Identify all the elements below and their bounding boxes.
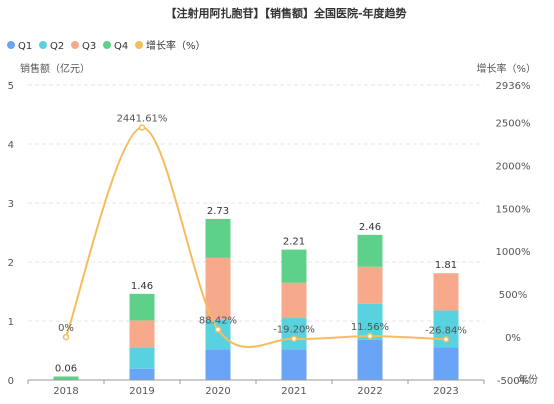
growth-rate-point: [62, 333, 70, 341]
y-right-tick-label: 2500%: [496, 118, 531, 129]
bars: 0.06 1.46 2.73 2.21 2.46 1.81: [53, 206, 459, 380]
x-tick-label: 2023: [433, 386, 458, 397]
growth-rate-point: [290, 335, 298, 342]
growth-rate-label: -26.84%: [425, 325, 467, 336]
legend-marker-q3[interactable]: [71, 41, 79, 49]
y-right-tick-label: 2936%: [496, 81, 531, 92]
growth-rate-label: 11.56%: [351, 322, 389, 333]
bar-segment-q4: [357, 234, 383, 267]
legend-marker-q1[interactable]: [7, 41, 15, 49]
legend-label-growth-rate[interactable]: 增长率（%）: [146, 39, 206, 52]
legend-label-q3[interactable]: Q3: [82, 41, 96, 52]
y-left-tick-label: 3: [8, 199, 14, 210]
bar-segment-q2: [129, 347, 155, 369]
y-left-tick-label: 2: [8, 258, 14, 269]
growth-rate-path: [65, 126, 447, 348]
x-axis: 2018 2019 2020 2021 2022 2023: [27, 379, 485, 397]
legend-marker-q4[interactable]: [103, 41, 111, 49]
legend[interactable]: Q1 Q2 Q3 Q4 增长率（%）: [7, 39, 206, 52]
chart-title: 【注射用阿扎胞苷】【销售额】全国医院-年度趋势: [165, 6, 406, 20]
bar-segment-q3: [433, 273, 459, 311]
x-tick-label: 2022: [357, 386, 382, 397]
x-axis-label: 年份: [518, 373, 538, 386]
bar-segment-q3: [129, 320, 155, 348]
grid-lines: [28, 84, 484, 322]
bar-segment-q3: [357, 266, 383, 304]
y-right-tick-label: 1500%: [496, 204, 531, 215]
y-right-tick-label: 500%: [499, 290, 528, 301]
bar-segment-q4: [205, 218, 231, 258]
growth-rate-point: [138, 124, 146, 131]
legend-marker-growth-rate[interactable]: [135, 41, 143, 49]
growth-rate-label: -19.20%: [273, 325, 315, 336]
bar-total-label: 2.46: [359, 222, 381, 233]
bar-total-label: 1.81: [435, 260, 457, 271]
bar-segment-q3: [281, 282, 307, 319]
y-left-tick-label: 1: [8, 317, 14, 328]
bar-segment-q1: [433, 347, 459, 380]
y-right-tick-label: 1000%: [496, 247, 531, 258]
y-axis-left: 0 1 2 3 4 5: [8, 81, 14, 387]
y-right-tick-label: 2000%: [496, 161, 531, 172]
bar-segment-q3: [205, 257, 231, 320]
bar-total-label: 0.06: [55, 363, 77, 374]
bar-total-label: 2.21: [283, 237, 305, 248]
y-left-tick-label: 5: [8, 81, 14, 92]
bar-segment-q4: [129, 293, 155, 321]
legend-label-q1[interactable]: Q1: [18, 41, 32, 52]
legend-label-q2[interactable]: Q2: [50, 41, 64, 52]
bar-segment-q2: [205, 319, 231, 350]
bar-segment-q1: [357, 339, 383, 380]
y-right-tick-label: 0%: [505, 333, 521, 344]
bar-segment-q4: [53, 376, 79, 380]
y-axis-right: -500% 0% 500% 1000% 1500% 2000% 2500% 2936%: [496, 81, 531, 387]
bar-total-label: 1.46: [131, 281, 153, 292]
bar-total-label: 2.73: [207, 206, 229, 217]
x-tick-label: 2021: [281, 386, 306, 397]
growth-rate-label: 2441.61%: [117, 113, 168, 124]
bar-segment-q1: [129, 368, 155, 380]
y-right-tick-label: -500%: [497, 376, 529, 387]
growth-rate-point: [214, 326, 222, 333]
x-tick-label: 2018: [53, 386, 78, 397]
growth-rate-line: 0% 2441.61% 88.42% -19.20% 11.56% -26.84%: [58, 113, 467, 348]
x-tick-label: 2019: [129, 386, 154, 397]
bar-segment-q2: [281, 318, 307, 350]
growth-rate-point: [366, 332, 374, 340]
y-axis-right-label: 增长率（%）: [476, 62, 536, 75]
growth-rate-point: [442, 336, 450, 343]
x-tick-label: 2020: [205, 386, 230, 397]
legend-label-q4[interactable]: Q4: [114, 41, 128, 52]
growth-rate-label: 0%: [58, 323, 74, 334]
legend-marker-q2[interactable]: [39, 41, 47, 49]
bar-segment-q4: [281, 249, 307, 283]
y-axis-left-label: 销售额（亿元）: [20, 62, 90, 75]
y-left-tick-label: 0: [8, 376, 14, 387]
y-left-tick-label: 4: [8, 140, 14, 151]
bar-segment-q1: [205, 349, 231, 380]
growth-rate-label: 88.42%: [199, 315, 237, 326]
bar-segment-q1: [281, 349, 307, 380]
